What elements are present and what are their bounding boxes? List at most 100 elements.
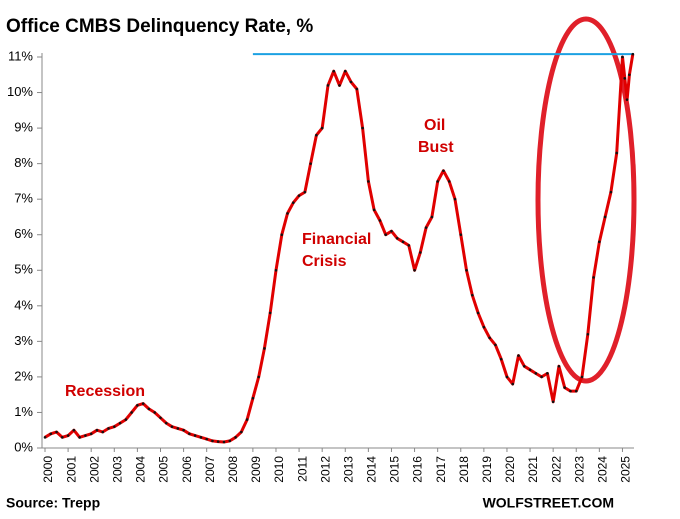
y-tick-label: 10% (7, 84, 33, 99)
data-point (453, 197, 457, 201)
x-tick-label: 2014 (365, 456, 379, 483)
data-point (534, 372, 538, 375)
data-point (297, 194, 301, 197)
data-point (72, 428, 76, 432)
data-point (84, 434, 87, 437)
data-point (628, 73, 631, 77)
data-point (199, 436, 203, 439)
data-point (112, 425, 116, 428)
data-point (343, 69, 347, 73)
data-point (188, 432, 191, 436)
x-tick-label: 2025 (619, 456, 633, 483)
data-point (623, 77, 627, 80)
data-point (303, 190, 307, 194)
data-point (447, 180, 451, 183)
data-point (222, 440, 226, 444)
data-point (384, 233, 387, 237)
data-point (182, 428, 185, 432)
data-point (130, 411, 133, 414)
data-point (580, 375, 584, 379)
data-point (563, 386, 567, 389)
y-tick-label: 3% (14, 333, 33, 348)
x-tick-label: 2007 (203, 456, 217, 483)
y-tick-label: 4% (14, 297, 33, 312)
data-point (95, 428, 99, 432)
data-point (43, 436, 47, 439)
data-point (332, 69, 336, 73)
data-point (49, 432, 53, 436)
data-point (592, 276, 595, 279)
data-point (147, 407, 151, 411)
data-point (240, 430, 243, 434)
data-point (251, 396, 255, 400)
x-tick-label: 2016 (411, 456, 425, 483)
data-point (349, 80, 353, 84)
data-point (136, 404, 139, 407)
data-point (245, 418, 249, 421)
data-point (459, 233, 463, 237)
data-point (625, 98, 629, 101)
y-tick-label: 8% (14, 155, 33, 170)
source: Source: Trepp (6, 495, 100, 511)
data-point (569, 389, 572, 393)
x-tick-label: 2009 (249, 456, 263, 483)
data-point (407, 244, 411, 247)
data-point (153, 411, 157, 414)
x-tick-label: 2017 (434, 456, 448, 483)
data-point (488, 336, 491, 340)
data-point (170, 425, 174, 428)
x-tick-label: 2013 (341, 456, 355, 483)
data-point (355, 87, 359, 91)
x-tick-label: 2018 (457, 456, 471, 483)
data-point (631, 52, 635, 56)
data-point (401, 240, 405, 244)
data-point (274, 268, 278, 272)
data-point (598, 240, 601, 244)
data-point (476, 311, 480, 315)
x-tick-label: 2011 (295, 456, 309, 482)
data-point (309, 162, 312, 165)
data-point (603, 215, 607, 219)
data-point (263, 347, 266, 350)
data-point (176, 427, 180, 430)
data-point (430, 215, 434, 219)
data-point (442, 169, 445, 173)
data-point (315, 133, 318, 137)
data-point (557, 364, 561, 368)
annotation: Recession (65, 383, 145, 400)
data-point (378, 219, 382, 222)
data-point (621, 55, 624, 59)
data-point (574, 389, 578, 393)
data-point (586, 332, 590, 336)
annotation: Bust (418, 139, 454, 156)
data-point (164, 421, 168, 425)
data-point (66, 434, 70, 437)
data-point (424, 226, 428, 229)
x-tick-label: 2024 (596, 456, 610, 483)
y-tick-label: 7% (14, 191, 33, 206)
data-point (494, 343, 497, 347)
data-point (228, 439, 232, 443)
data-point (615, 151, 618, 155)
data-point (280, 233, 284, 237)
data-point (257, 375, 260, 379)
data-point (465, 268, 468, 272)
highlight-ellipse (535, 16, 637, 384)
data-point (367, 180, 370, 183)
data-point (141, 402, 145, 405)
y-tick-label: 1% (14, 404, 33, 419)
x-tick-label: 2000 (41, 456, 55, 483)
data-point (205, 437, 208, 441)
data-point (320, 126, 324, 130)
data-point (372, 208, 376, 212)
data-point (89, 432, 93, 436)
data-point (390, 229, 393, 233)
data-point (211, 439, 214, 443)
data-point (326, 84, 330, 87)
x-tick-label: 2002 (87, 456, 101, 483)
x-tick-label: 2008 (226, 456, 240, 483)
data-point (471, 293, 474, 297)
x-tick-label: 2001 (64, 456, 78, 483)
data-point (361, 126, 364, 130)
